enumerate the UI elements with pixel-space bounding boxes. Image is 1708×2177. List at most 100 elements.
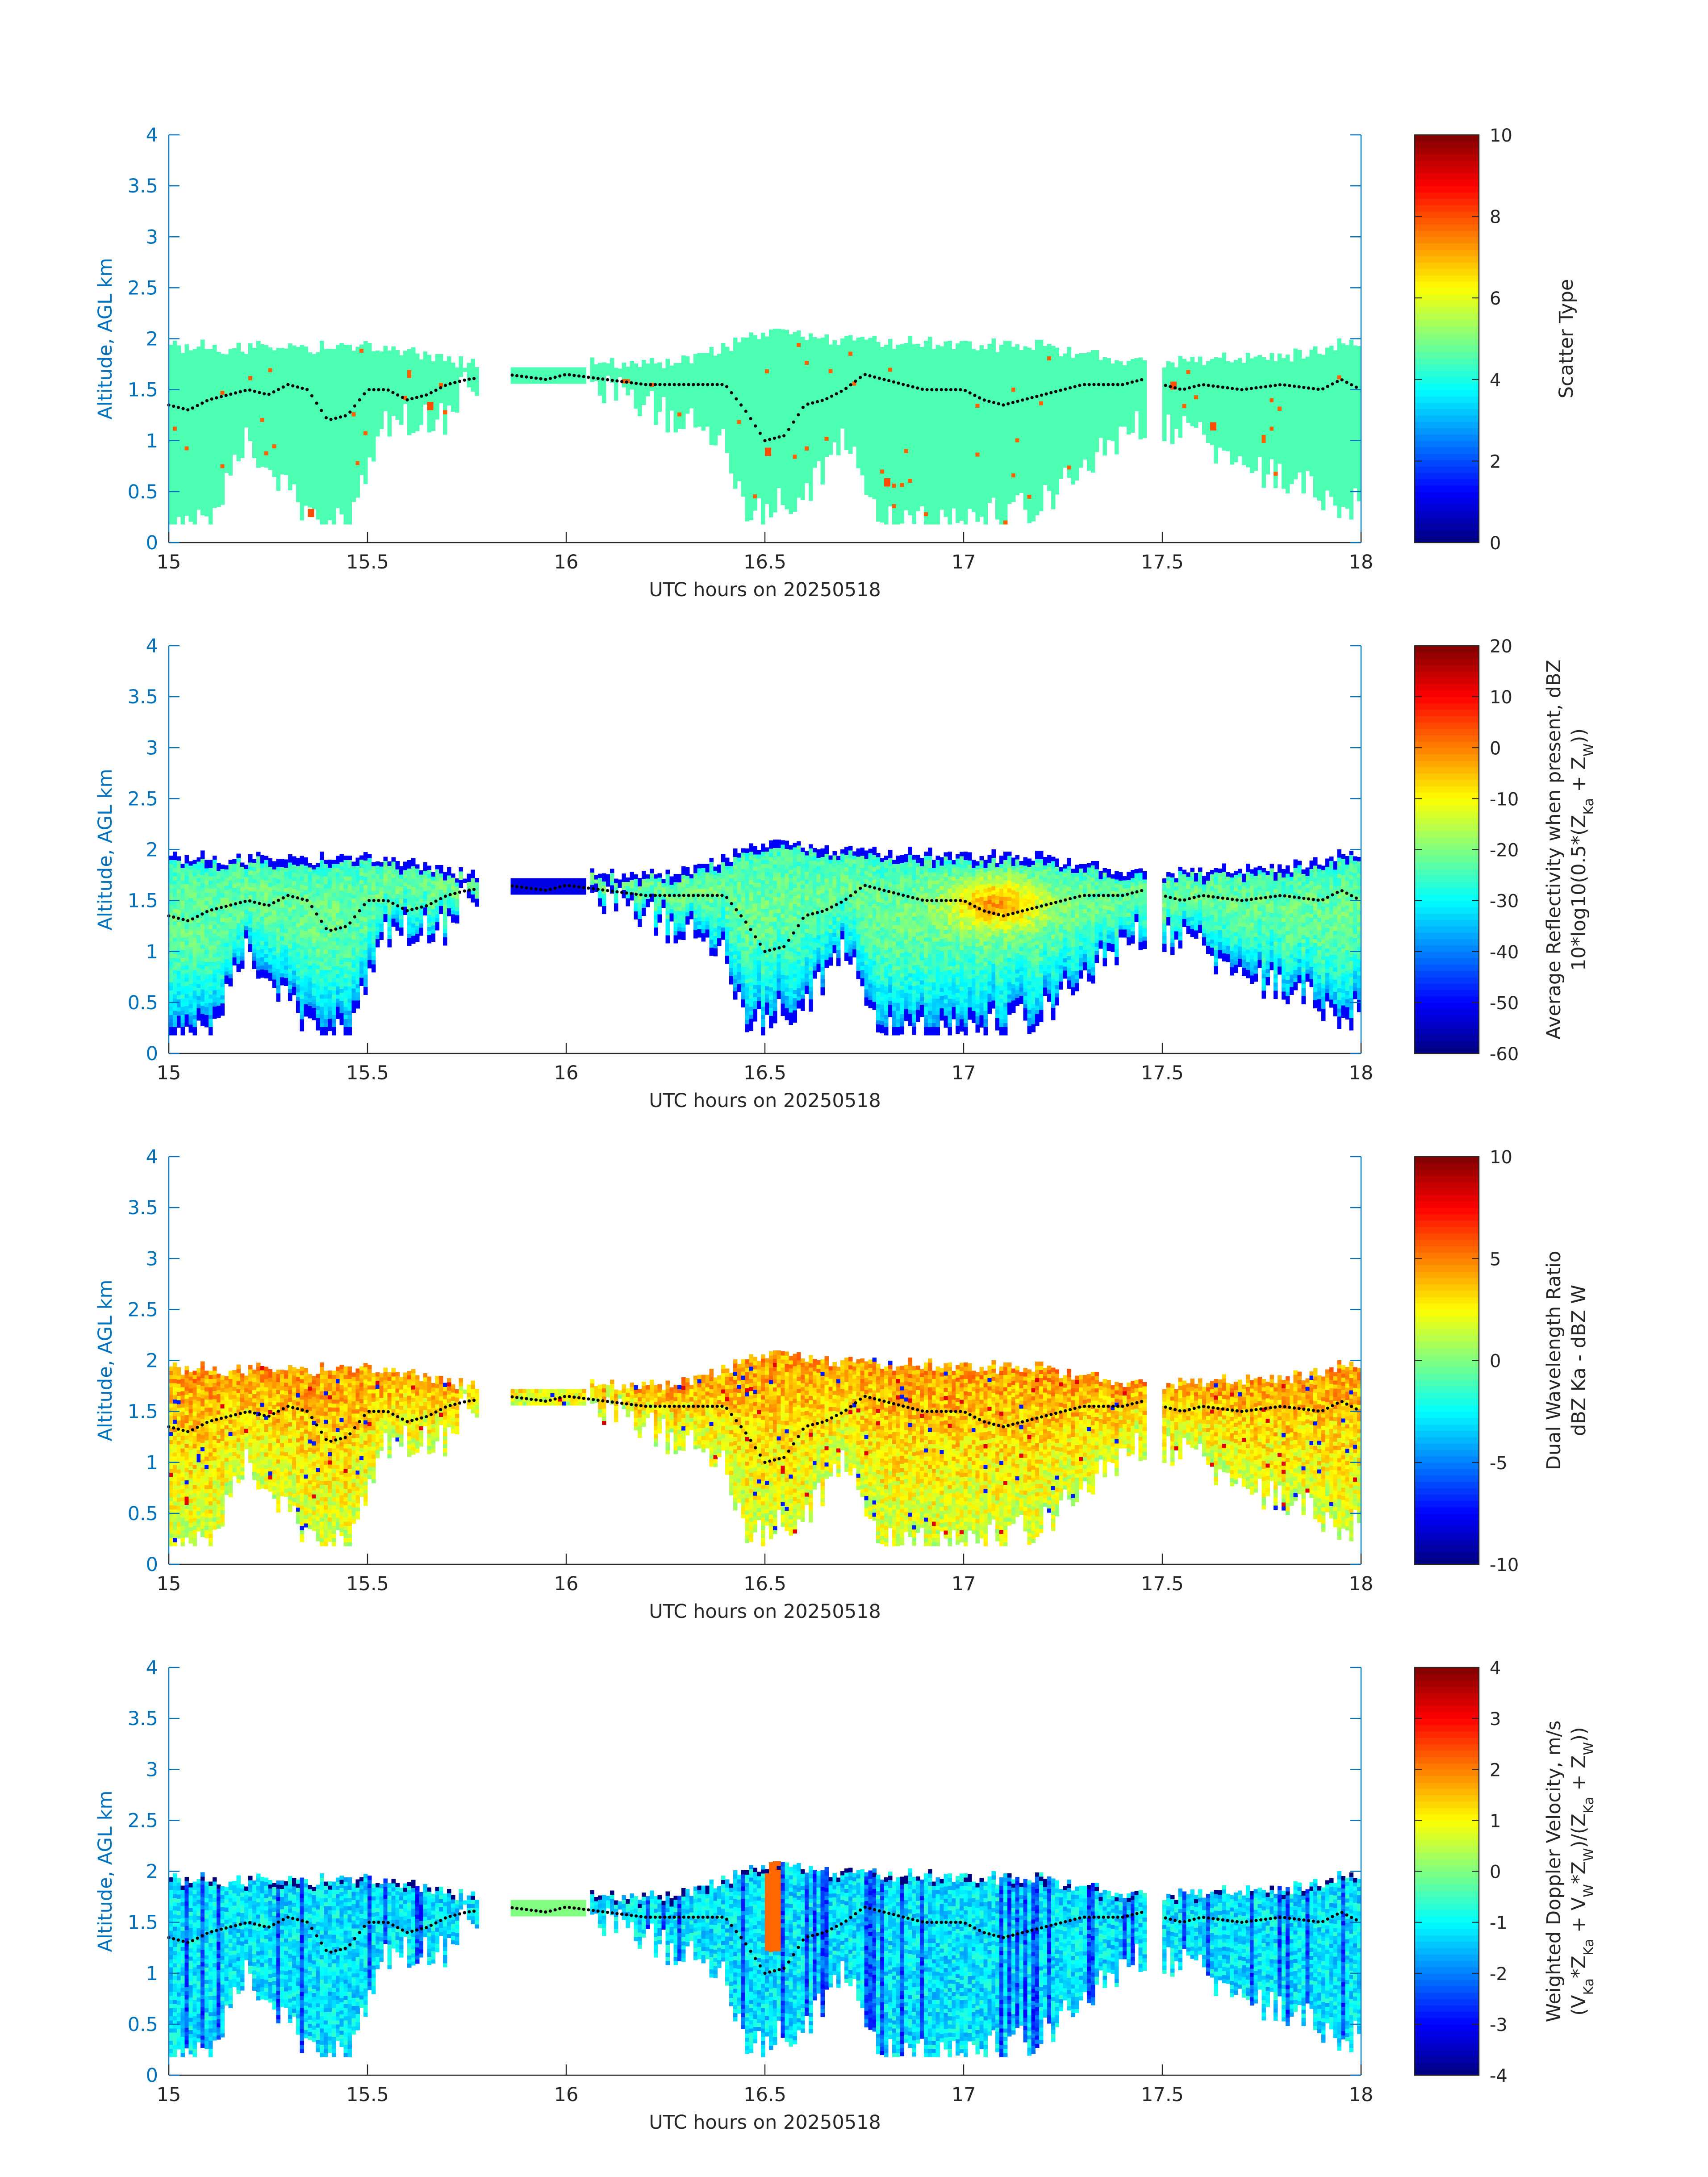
heatmap-cell bbox=[737, 342, 742, 347]
heatmap-cell bbox=[908, 434, 912, 438]
heatmap-cell bbox=[320, 512, 324, 517]
heatmap-cell bbox=[757, 486, 761, 490]
heatmap-cell bbox=[224, 444, 229, 448]
heatmap-cell bbox=[805, 344, 809, 349]
heatmap-cell bbox=[562, 375, 567, 380]
heatmap-cell bbox=[908, 352, 912, 357]
heatmap-cell bbox=[673, 416, 678, 421]
heatmap-cell bbox=[940, 440, 944, 445]
heatmap-cell bbox=[630, 365, 634, 369]
heatmap-cell bbox=[927, 377, 932, 382]
heatmap-cell bbox=[407, 349, 412, 354]
heatmap-cell bbox=[952, 353, 956, 358]
heatmap-cell bbox=[335, 459, 340, 464]
heatmap-cell bbox=[773, 361, 777, 366]
heatmap-cell bbox=[200, 372, 205, 377]
heatmap-cell bbox=[912, 364, 916, 369]
heatmap-cell bbox=[463, 368, 468, 372]
heatmap-cell bbox=[395, 415, 400, 420]
heatmap-cell bbox=[324, 389, 328, 394]
heatmap-cell bbox=[781, 484, 785, 489]
heatmap-cell bbox=[276, 450, 280, 454]
heatmap-cell bbox=[940, 464, 944, 469]
heatmap-cell bbox=[447, 401, 451, 405]
heatmap-cell bbox=[196, 379, 201, 384]
heatmap-cell bbox=[324, 520, 328, 525]
heatmap-cell bbox=[713, 417, 718, 421]
heatmap-cell bbox=[232, 393, 237, 398]
heatmap-cell bbox=[757, 449, 761, 454]
heatmap-cell bbox=[805, 360, 809, 365]
heatmap-cell bbox=[292, 382, 296, 387]
heatmap-cell bbox=[347, 369, 352, 374]
heatmap-cell bbox=[638, 400, 642, 404]
heatmap-cell bbox=[944, 443, 948, 448]
heatmap-cell bbox=[200, 397, 205, 401]
heatmap-cell bbox=[387, 383, 392, 388]
heatmap-cell bbox=[721, 400, 726, 405]
heatmap-cell bbox=[343, 483, 348, 488]
heatmap-cell bbox=[753, 376, 757, 380]
heatmap-cell bbox=[363, 386, 368, 391]
heatmap-cell bbox=[908, 384, 912, 389]
heatmap-cell bbox=[836, 394, 841, 398]
heatmap-cell bbox=[860, 467, 865, 472]
heatmap-cell bbox=[192, 487, 197, 492]
heatmap-cell bbox=[713, 396, 718, 401]
heatmap-cell bbox=[308, 380, 312, 385]
heatmap-cell bbox=[526, 375, 531, 380]
heatmap-cell bbox=[653, 396, 658, 401]
heatmap-cell bbox=[339, 510, 344, 514]
heatmap-cell bbox=[824, 416, 829, 421]
heatmap-cell bbox=[789, 395, 793, 400]
heatmap-cell bbox=[753, 417, 757, 421]
heatmap-cell bbox=[359, 442, 364, 447]
heatmap-cell bbox=[320, 459, 324, 464]
heatmap-cell bbox=[733, 472, 738, 476]
heatmap-cell bbox=[777, 439, 781, 443]
heatmap-cell bbox=[176, 513, 181, 517]
heatmap-cell bbox=[618, 372, 622, 377]
heatmap-cell bbox=[761, 426, 765, 431]
heatmap-cell bbox=[797, 383, 801, 388]
heatmap-cell bbox=[721, 392, 726, 397]
heatmap-cell bbox=[200, 454, 205, 458]
heatmap-cell bbox=[693, 386, 698, 391]
heatmap-cell bbox=[172, 512, 177, 517]
heatmap-cell bbox=[768, 334, 773, 338]
heatmap-cell bbox=[840, 375, 845, 380]
heatmap-cell bbox=[876, 448, 881, 452]
heatmap-cell bbox=[820, 407, 825, 411]
heatmap-cell bbox=[681, 400, 686, 405]
heatmap-cell bbox=[681, 376, 686, 380]
heatmap-cell bbox=[192, 418, 197, 423]
heatmap-cell bbox=[761, 479, 765, 484]
heatmap-cell bbox=[200, 433, 205, 438]
heatmap-cell bbox=[292, 406, 296, 411]
heatmap-cell bbox=[284, 450, 288, 455]
heatmap-cell bbox=[765, 434, 769, 439]
heatmap-cell bbox=[205, 508, 209, 513]
heatmap-cell bbox=[192, 406, 197, 410]
heatmap-cell bbox=[443, 385, 447, 390]
heatmap-cell bbox=[176, 366, 181, 370]
heatmap-cell bbox=[256, 463, 261, 468]
heatmap-cell bbox=[741, 427, 746, 432]
heatmap-cell bbox=[904, 355, 908, 359]
heatmap-cell bbox=[630, 373, 634, 378]
heatmap-cell bbox=[880, 489, 885, 494]
heatmap-cell bbox=[200, 413, 205, 418]
heatmap-cell bbox=[308, 372, 312, 377]
heatmap-cell bbox=[789, 456, 793, 461]
heatmap-cell bbox=[864, 360, 869, 364]
heatmap-cell bbox=[172, 402, 177, 406]
heatmap-cell bbox=[176, 435, 181, 440]
heatmap-cell bbox=[220, 370, 225, 375]
heatmap-cell bbox=[709, 432, 714, 437]
heatmap-cell bbox=[343, 504, 348, 508]
heatmap-cell bbox=[447, 393, 451, 397]
heatmap-cell bbox=[729, 396, 734, 401]
heatmap-cell bbox=[805, 466, 809, 471]
heatmap-cell bbox=[240, 351, 245, 356]
heatmap-cell bbox=[920, 461, 924, 466]
